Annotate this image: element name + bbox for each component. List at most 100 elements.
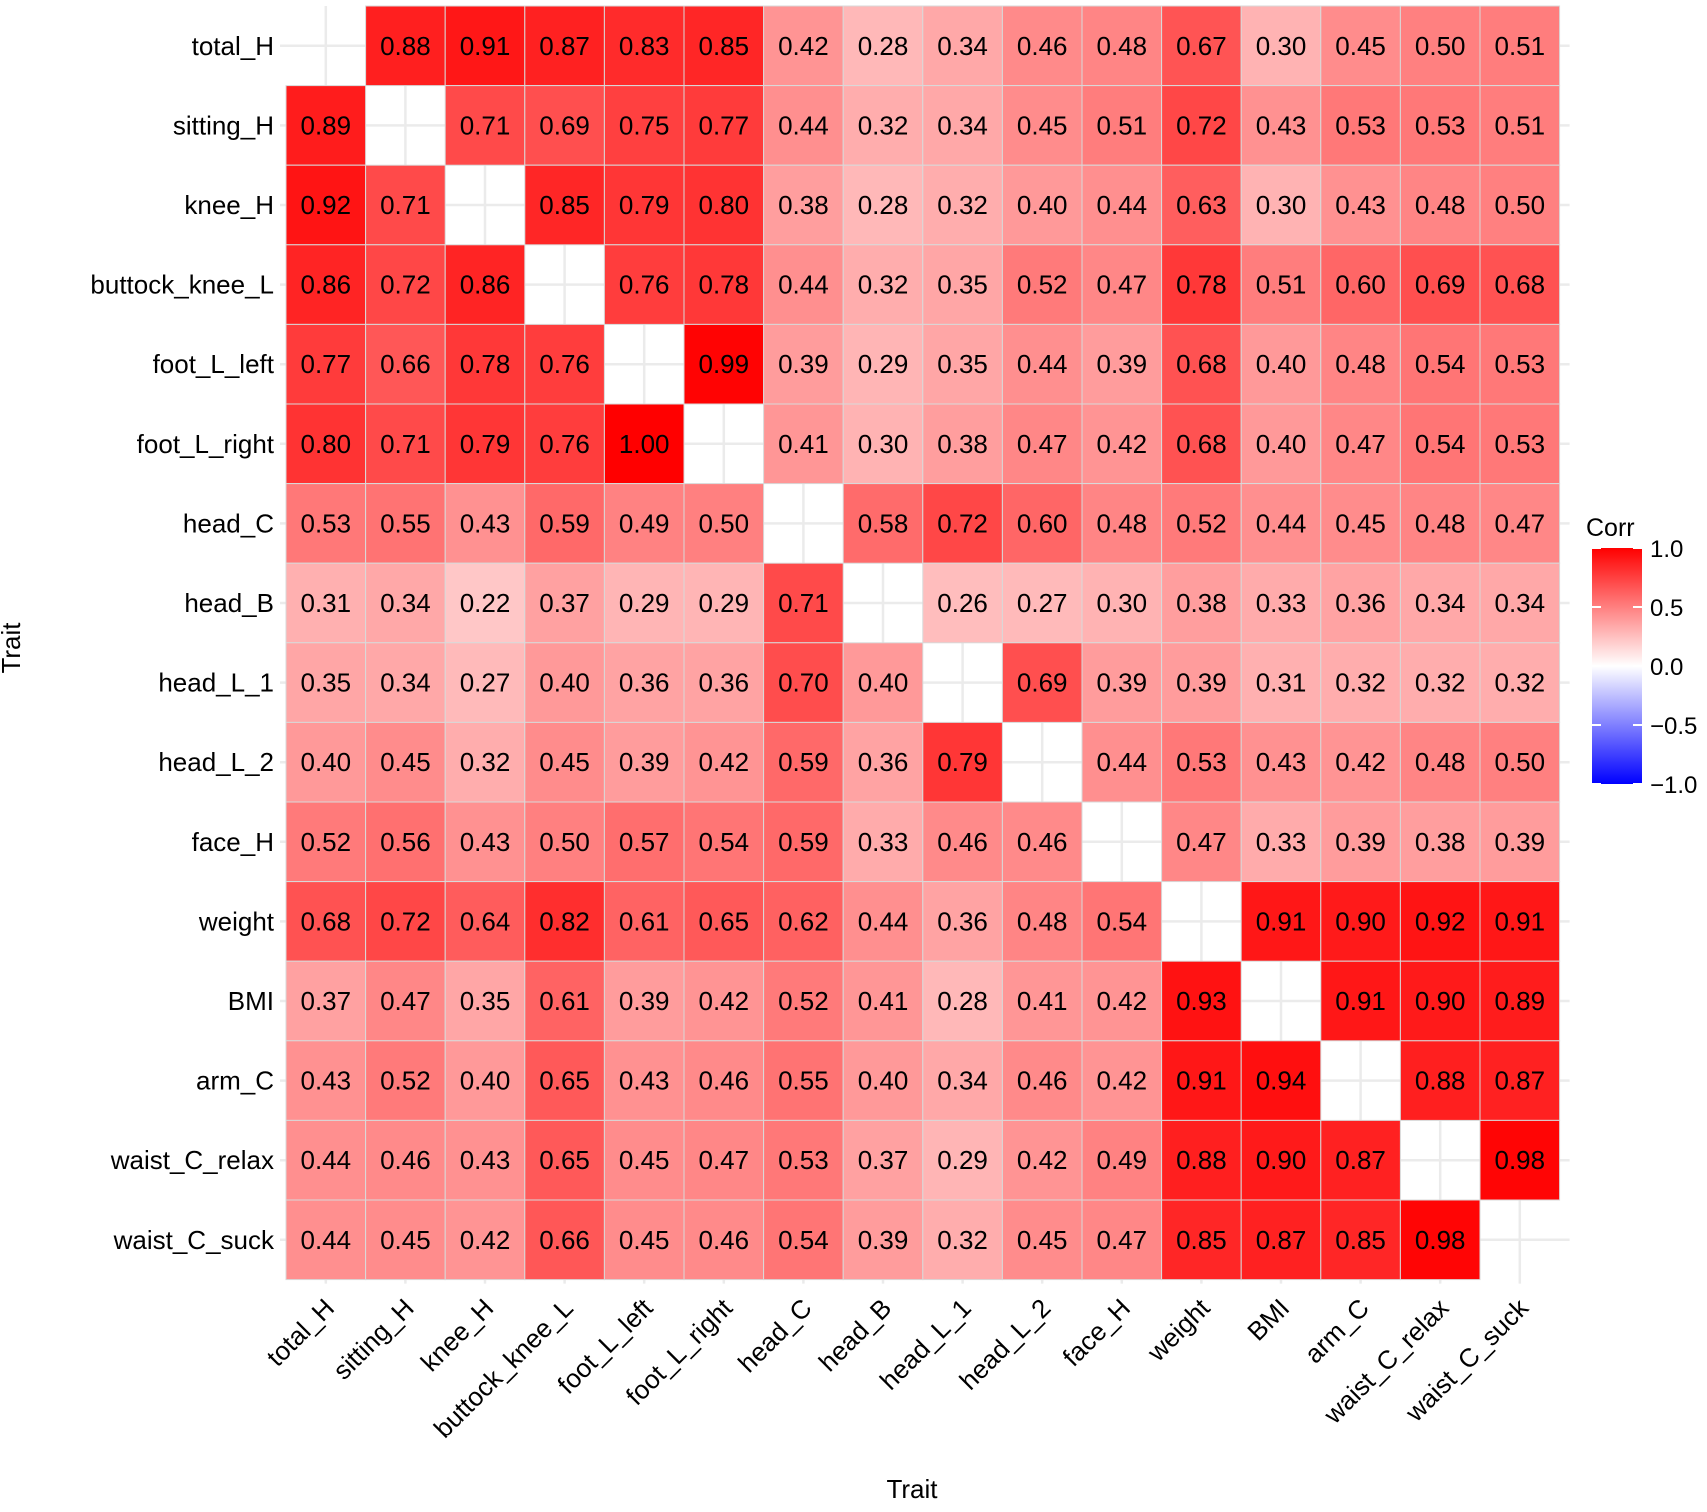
heatmap-cell (1081, 721, 1163, 803)
heatmap-cell (1240, 721, 1322, 803)
cell-value-label: 0.60 (1017, 508, 1068, 538)
heatmap-cell (763, 801, 844, 883)
heatmap-cell (1320, 1199, 1401, 1281)
cell-value-label: 0.91 (1256, 906, 1307, 936)
heatmap-cell (603, 5, 685, 87)
cell-value-label: 0.51 (1096, 110, 1147, 140)
heatmap-cell (922, 403, 1003, 485)
cell-value-label: 0.34 (937, 1066, 988, 1096)
cell-value-label: 0.54 (1096, 906, 1147, 936)
heatmap-cell (285, 483, 367, 564)
heatmap-cell (842, 5, 924, 87)
heatmap-cell (285, 85, 367, 166)
cell-value-label: 0.32 (858, 270, 909, 300)
cell-value-label: 0.40 (300, 747, 351, 777)
heatmap-cell (524, 164, 605, 246)
cell-value-label: 0.91 (1494, 906, 1545, 936)
heatmap-cell (1399, 881, 1481, 962)
cell-value-label: 0.50 (1494, 190, 1545, 220)
heatmap-cell (524, 5, 605, 87)
cell-value-label: 0.58 (858, 508, 909, 538)
heatmap-cell (842, 1040, 924, 1121)
y-tick-label: buttock_knee_L (90, 270, 274, 300)
legend-tick-label: −0.5 (1650, 713, 1697, 740)
cell-value-label: 0.29 (858, 349, 909, 379)
cell-value-label: 0.89 (300, 110, 351, 140)
heatmap-cell (524, 483, 605, 564)
heatmap-cell (1479, 5, 1561, 87)
cell-value-label: 0.47 (1017, 429, 1068, 459)
heatmap-cell (1240, 244, 1322, 325)
heatmap-cell (1081, 5, 1163, 87)
cell-value-label: 0.28 (858, 31, 909, 61)
heatmap-cell (1001, 801, 1083, 883)
cell-value-label: 0.88 (380, 31, 431, 61)
heatmap-cell (444, 5, 526, 87)
heatmap-cell (1399, 483, 1481, 564)
heatmap-cell (1081, 244, 1163, 325)
heatmap-cell (1399, 1199, 1481, 1281)
heatmap-cell (763, 403, 844, 485)
heatmap-cell (1320, 721, 1401, 803)
cell-value-label: 0.33 (858, 827, 909, 857)
x-axis-title: Trait (886, 1474, 938, 1504)
cell-value-label: 0.34 (1415, 588, 1466, 618)
cell-value-label: 0.99 (698, 349, 749, 379)
cell-value-label: 0.34 (380, 588, 431, 618)
cell-value-label: 0.44 (300, 1145, 351, 1175)
cell-value-label: 0.38 (1415, 827, 1466, 857)
cell-value-label: 0.36 (937, 906, 988, 936)
cell-value-label: 0.55 (380, 508, 431, 538)
cell-value-label: 0.55 (778, 1066, 829, 1096)
cell-value-label: 0.47 (1096, 1225, 1147, 1255)
heatmap-cell (603, 1119, 685, 1201)
cell-value-label: 0.46 (380, 1145, 431, 1175)
heatmap-cell (1479, 403, 1561, 485)
cell-value-label: 0.29 (937, 1145, 988, 1175)
heatmap-cell (524, 801, 605, 883)
heatmap-cell (1240, 85, 1322, 166)
cell-value-label: 0.56 (380, 827, 431, 857)
cell-value-label: 0.29 (698, 588, 749, 618)
heatmap-cell (1001, 5, 1083, 87)
cell-value-label: 0.85 (1176, 1225, 1227, 1255)
cell-value-label: 0.88 (1176, 1145, 1227, 1175)
cell-value-label: 0.40 (539, 668, 590, 698)
heatmap-cell (365, 1119, 446, 1201)
heatmap-cell (285, 323, 367, 405)
heatmap-cell (603, 403, 685, 485)
cell-value-label: 0.30 (1256, 190, 1307, 220)
cell-value-label: 0.27 (1017, 588, 1068, 618)
cell-value-label: 0.45 (619, 1145, 670, 1175)
cell-value-label: 0.36 (858, 747, 909, 777)
heatmap-cell (683, 323, 765, 405)
cell-value-label: 0.85 (539, 190, 590, 220)
cell-value-label: 0.71 (380, 429, 431, 459)
cell-value-label: 0.34 (937, 31, 988, 61)
heatmap-cell (1479, 483, 1561, 564)
cell-value-labels: 0.88 0.91 0.87 0.83 0.85 0.42 0.28 0.34 0.46 0.48… (300, 31, 1545, 1255)
cell-value-label: 0.39 (1494, 827, 1545, 857)
cell-value-label: 0.35 (460, 986, 511, 1016)
cell-value-label: 0.40 (1256, 429, 1307, 459)
heatmap-cell (524, 562, 605, 644)
cell-value-label: 0.78 (698, 270, 749, 300)
cell-value-label: 0.45 (539, 747, 590, 777)
cell-value-label: 0.69 (1017, 668, 1068, 698)
cell-value-label: 0.47 (1176, 827, 1227, 857)
cell-value-label: 0.43 (460, 508, 511, 538)
cell-value-label: 0.34 (380, 668, 431, 698)
cell-value-label: 0.40 (460, 1066, 511, 1096)
heatmap-cell (1081, 1119, 1163, 1201)
heatmap-cell (603, 1199, 685, 1281)
heatmap-cell (1161, 562, 1242, 644)
heatmap-cell (524, 1040, 605, 1121)
cell-value-label: 0.50 (1415, 31, 1466, 61)
cell-value-label: 0.66 (539, 1225, 590, 1255)
cell-value-label: 0.31 (1256, 668, 1307, 698)
heatmap-cell (683, 5, 765, 87)
cell-value-label: 0.32 (460, 747, 511, 777)
cell-value-label: 0.76 (619, 270, 670, 300)
y-tick-label: arm_C (196, 1066, 274, 1096)
cell-value-label: 0.42 (1096, 986, 1147, 1016)
